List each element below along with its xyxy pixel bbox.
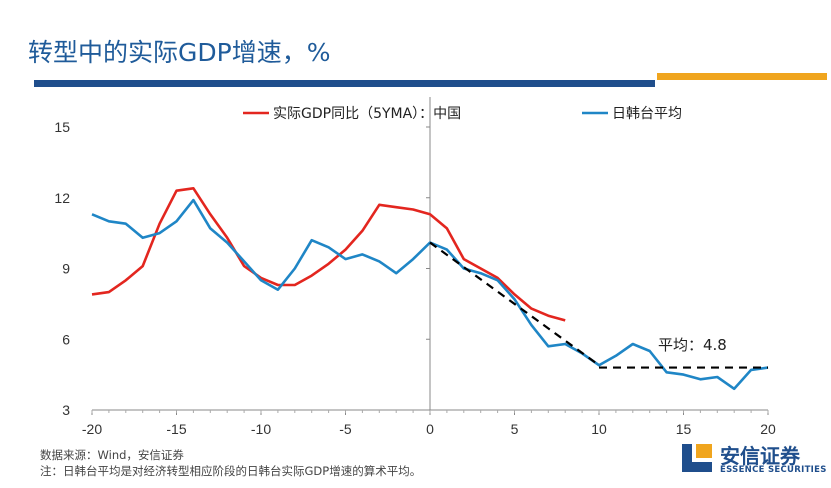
x-tick-label: 15 — [676, 421, 692, 437]
y-tick-label: 15 — [54, 119, 70, 135]
series-line-0 — [91, 187, 566, 322]
y-tick-label: 3 — [62, 402, 70, 418]
x-tick-label: 5 — [511, 421, 519, 437]
logo-icon — [682, 444, 712, 472]
y-tick-label: 6 — [62, 331, 70, 347]
x-tick-label: -10 — [251, 421, 271, 437]
x-tick-label: -5 — [339, 421, 352, 437]
legend-label-1: 日韩台平均 — [612, 106, 682, 122]
brand-logo: 安信证券 ESSENCE SECURITIES — [680, 438, 826, 482]
x-tick-label: 0 — [426, 421, 434, 437]
logo-name: 安信证券 — [720, 444, 800, 468]
source-note: 数据来源：Wind，安信证券 — [40, 448, 184, 462]
y-tick-label: 9 — [62, 261, 70, 277]
footnote: 注：日韩台平均是对经济转型相应阶段的日韩台实际GDP增速的算术平均。 — [40, 464, 422, 478]
title-underline-blue — [34, 80, 655, 87]
x-tick-label: -20 — [82, 421, 102, 437]
x-tick-label: 10 — [591, 421, 607, 437]
title-underline-orange — [657, 73, 827, 80]
average-label: 平均：4.8 — [658, 336, 727, 354]
x-tick-label: 20 — [760, 421, 776, 437]
x-tick-label: -15 — [166, 421, 186, 437]
y-tick-label: 12 — [54, 190, 70, 206]
chart-title: 转型中的实际GDP增速，% — [28, 38, 331, 67]
trend-dashed-line — [429, 241, 600, 367]
legend-label-0: 实际GDP同比（5YMA）：中国 — [273, 106, 461, 122]
logo-english: ESSENCE SECURITIES — [720, 465, 827, 475]
